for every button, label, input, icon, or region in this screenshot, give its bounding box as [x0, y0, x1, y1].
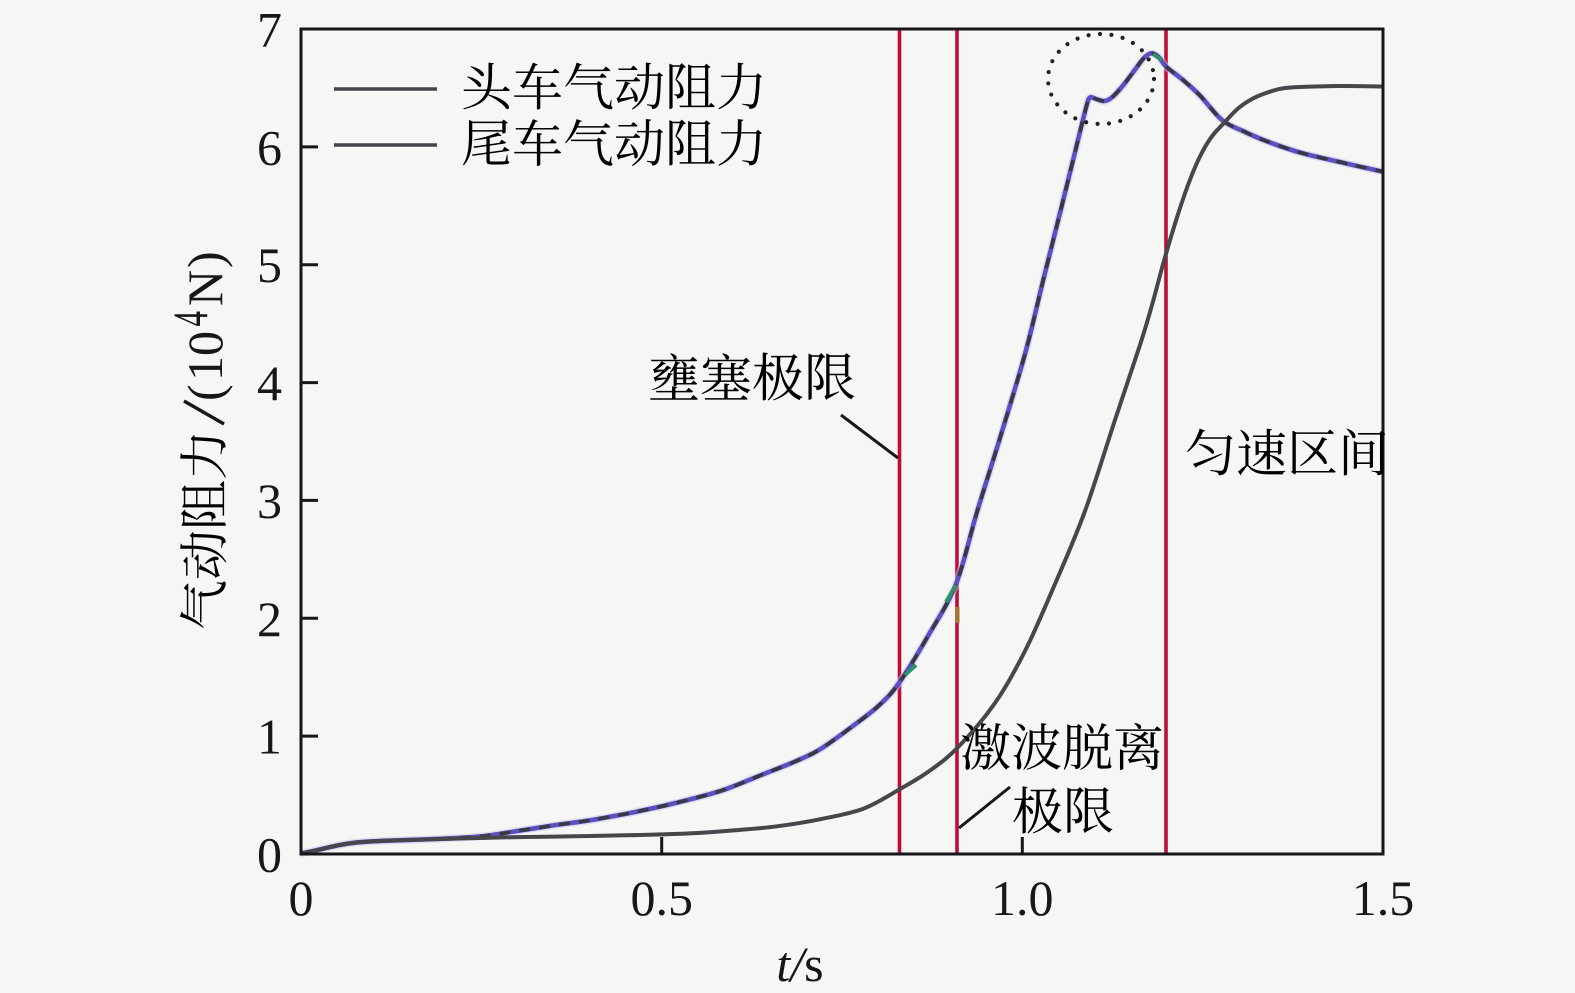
svg-text:(: (	[177, 384, 233, 401]
svg-text:7: 7	[257, 2, 282, 58]
svg-text:4: 4	[257, 355, 282, 411]
svg-text:1.0: 1.0	[991, 870, 1054, 926]
svg-text:0: 0	[289, 870, 314, 926]
svg-text:1: 1	[257, 709, 282, 765]
svg-text:5: 5	[257, 237, 282, 293]
svg-text:3: 3	[257, 473, 282, 529]
svg-text:0: 0	[257, 827, 282, 883]
svg-text:t/s: t/s	[776, 936, 823, 992]
svg-text:N: N	[177, 270, 233, 306]
svg-text:): )	[177, 251, 233, 268]
svg-text:2: 2	[257, 591, 282, 647]
svg-text:0.5: 0.5	[630, 870, 693, 926]
svg-text:6: 6	[257, 119, 282, 175]
svg-text:10: 10	[177, 331, 233, 381]
svg-text:4: 4	[163, 311, 218, 327]
svg-text:1.5: 1.5	[1352, 870, 1415, 926]
